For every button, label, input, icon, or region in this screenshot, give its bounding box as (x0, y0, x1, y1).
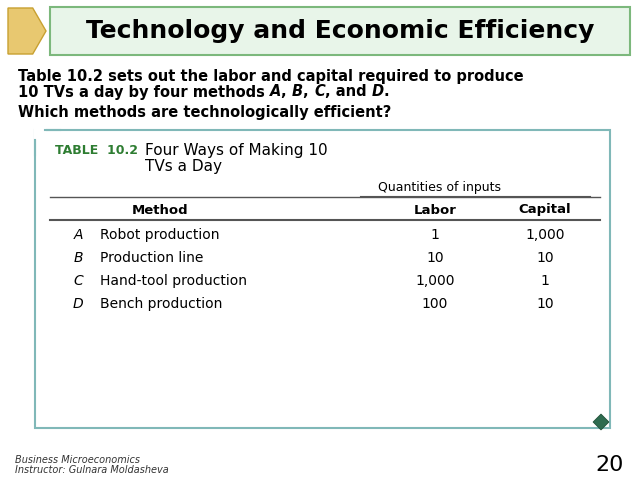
Polygon shape (8, 8, 46, 54)
Text: Hand-tool production: Hand-tool production (100, 274, 247, 288)
Text: Method: Method (132, 204, 188, 216)
Text: Table 10.2 sets out the labor and capital required to produce: Table 10.2 sets out the labor and capita… (18, 70, 524, 84)
Text: 10 TVs a day by four methods: 10 TVs a day by four methods (18, 84, 270, 99)
Text: Technology and Economic Efficiency: Technology and Economic Efficiency (86, 19, 594, 43)
Text: Four Ways of Making 10: Four Ways of Making 10 (145, 143, 328, 157)
Text: Which methods are technologically efficient?: Which methods are technologically effici… (18, 105, 392, 120)
Text: Quantities of inputs: Quantities of inputs (378, 181, 502, 194)
Text: C: C (73, 274, 83, 288)
Text: .: . (383, 84, 389, 99)
Text: 100: 100 (422, 297, 448, 311)
Text: 10: 10 (536, 297, 554, 311)
Text: A: A (73, 228, 83, 242)
Text: C: C (314, 84, 324, 99)
FancyBboxPatch shape (50, 7, 630, 55)
Text: Bench production: Bench production (100, 297, 222, 311)
Text: ,: , (303, 84, 314, 99)
Text: B: B (292, 84, 303, 99)
Polygon shape (593, 414, 609, 430)
Text: ,: , (282, 84, 292, 99)
Text: Capital: Capital (518, 204, 572, 216)
FancyBboxPatch shape (35, 130, 610, 428)
Text: 10: 10 (426, 251, 444, 265)
Text: D: D (371, 84, 383, 99)
Text: B: B (73, 251, 83, 265)
Text: TABLE  10.2: TABLE 10.2 (55, 144, 138, 156)
Text: D: D (73, 297, 83, 311)
Text: 20: 20 (596, 455, 624, 475)
Text: Labor: Labor (413, 204, 456, 216)
Text: 1: 1 (431, 228, 440, 242)
Text: Business Microeconomics: Business Microeconomics (15, 455, 140, 465)
Text: A: A (270, 84, 282, 99)
Text: 1: 1 (541, 274, 549, 288)
Text: Production line: Production line (100, 251, 204, 265)
Text: , and: , and (324, 84, 371, 99)
Text: TVs a Day: TVs a Day (145, 158, 222, 173)
FancyBboxPatch shape (34, 128, 46, 140)
Text: Instructor: Gulnara Moldasheva: Instructor: Gulnara Moldasheva (15, 465, 169, 475)
Text: 10: 10 (536, 251, 554, 265)
Text: Robot production: Robot production (100, 228, 220, 242)
Text: 1,000: 1,000 (415, 274, 455, 288)
Text: 1,000: 1,000 (525, 228, 564, 242)
